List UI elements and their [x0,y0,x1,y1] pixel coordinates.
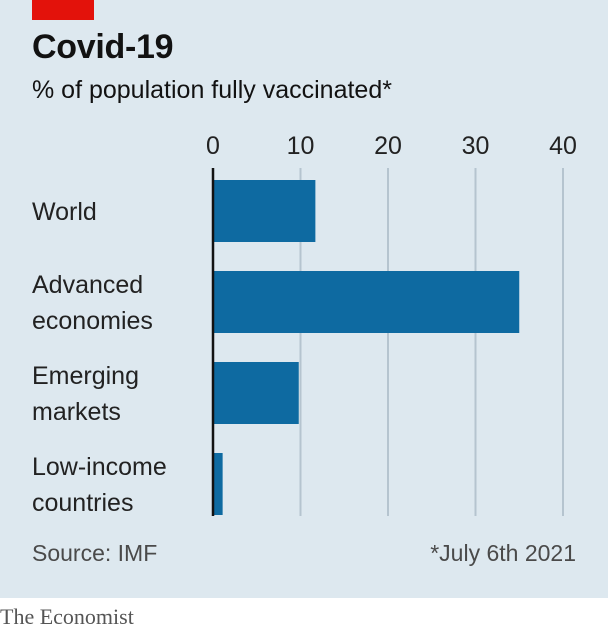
category-label: Low-income [32,453,167,481]
bars [213,180,520,515]
date-footnote: *July 6th 2021 [430,540,576,566]
brand-wordmark: The Economist [0,604,134,629]
tick-label: 10 [287,132,315,160]
category-label: Emerging [32,362,139,390]
tick-label: 30 [462,132,490,160]
category-label: Advanced [32,271,143,299]
chart-panel: Covid-19 % of population fully vaccinate… [0,0,608,598]
bar [213,362,299,424]
tick-label: 0 [206,132,220,160]
bar [213,453,223,515]
tick-label: 20 [374,132,402,160]
category-label: countries [32,489,133,517]
source-note: Source: IMF [32,540,158,566]
brand-red-tag [32,0,94,20]
category-label: markets [32,398,121,426]
tick-label: 40 [549,132,577,160]
bar-chart: 0 10 20 30 40 World Advanced economies Emerging… [32,132,577,517]
chart-subtitle: % of population fully vaccinated* [32,76,392,104]
category-label: economies [32,307,153,335]
tick-labels: 0 10 20 30 40 [206,132,577,160]
chart-title: Covid-19 [32,28,174,66]
bar [213,271,520,333]
category-label: World [32,198,97,226]
bar [213,180,316,242]
category-labels: World Advanced economies Emerging markets Low… [32,198,167,517]
gridlines [299,168,564,516]
